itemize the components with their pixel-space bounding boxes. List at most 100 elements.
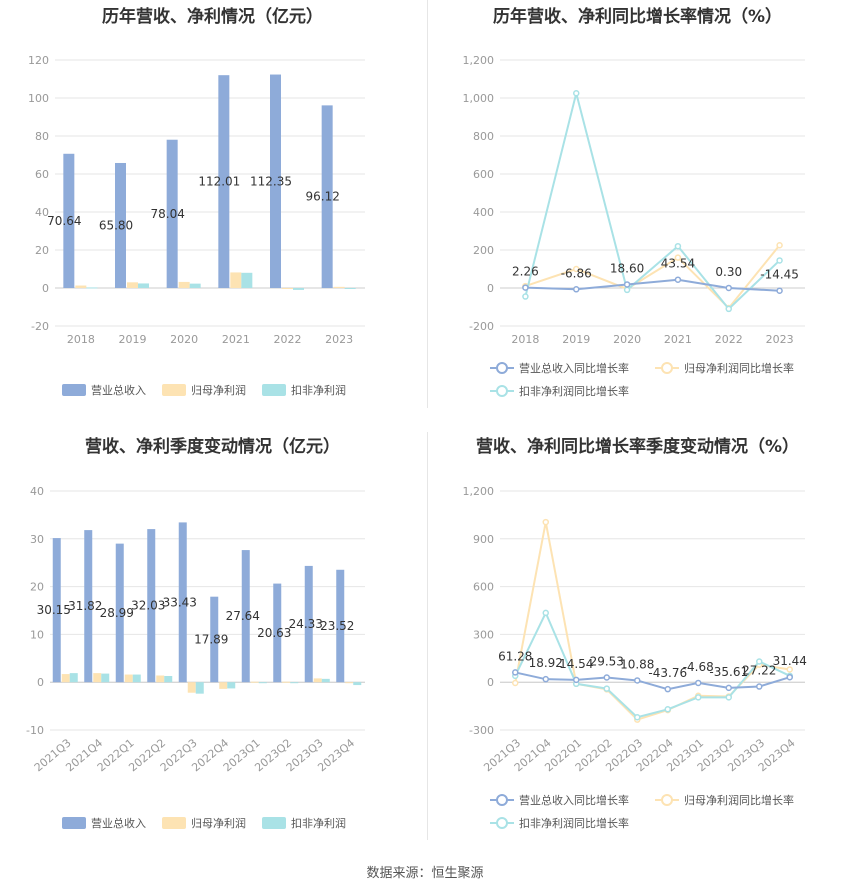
quarterly-bar-chart: -100102030402021Q32021Q42022Q12022Q22022… [26,485,365,830]
quarterly-bar-deducted [290,682,299,684]
annual-growth-series-line-1 [525,244,781,310]
quarterly-growth-value-label: -43.76 [648,666,687,680]
quarterly-growth-point [695,694,702,701]
annual-growth-legend-marker [496,385,508,397]
quarterly-growth-point [542,518,549,526]
quarterly-growth-value-label: 29.53 [590,654,624,668]
annual-growth-y-tick: 600 [473,168,494,181]
annual-growth-legend-marker [661,362,673,374]
quarterly-bar-deducted [195,682,204,694]
quarterly-y-tick: 10 [30,628,44,641]
annual-growth-value-label: -14.45 [760,268,799,282]
quarterly-growth-point [664,706,671,713]
quarterly-bar-net-profit [282,681,291,683]
quarterly-growth-point [786,666,793,673]
annual-growth-legend-label: 扣非净利润同比增长率 [519,384,629,398]
quarterly-bar-revenue [273,583,282,683]
annual-x-tick: 2023 [325,333,353,346]
annual-y-tick: 0 [42,282,49,295]
quarterly-growth-series-line-2 [514,610,791,719]
quarterly-bar-deducted [227,682,236,689]
annual-y-tick: 100 [28,92,49,105]
annual-growth-point [776,257,783,264]
quarterly-growth-y-tick: 600 [473,581,494,594]
annual-growth-value-label: 18.60 [610,261,644,275]
quarterly-growth-point [603,674,610,681]
quarterly-bar-panel: 营收、净利季度变动情况（亿元） -10 0 10 20 30 40 2021Q3 2021Q4… [0,430,425,850]
quarterly-value-label: 30.15 [37,603,71,617]
quarterly-value-label: 17.89 [194,632,228,646]
quarterly-growth-point [756,683,763,690]
annual-bar-revenue [218,75,230,288]
annual-growth-y-tick: 0 [487,282,494,295]
annual-bar-revenue [270,74,281,288]
annual-bar-deducted [293,288,304,290]
annual-growth-point [776,242,783,249]
quarterly-growth-chart: -30003006009001,2002021Q32021Q42022Q1202… [463,485,807,830]
quarterly-growth-point [542,675,549,683]
annual-value-label: 112.35 [250,174,292,188]
annual-growth-value-label: -6.86 [561,266,592,280]
quarterly-bar-revenue [52,538,61,683]
annual-growth-legend-label: 营业总收入同比增长率 [519,361,629,375]
quarterly-bar-net-profit [124,674,133,683]
quarterly-bar-deducted [353,682,362,686]
annual-y-tick: 80 [35,130,49,143]
annual-bar-revenue [321,105,333,288]
quarterly-legend-label: 营业总收入 [91,816,146,830]
annual-growth-point [623,286,631,294]
quarterly-value-label: 33.43 [163,595,197,609]
quarterly-value-label: 32.03 [131,599,165,613]
quarterly-legend-label: 归母净利润 [191,816,246,830]
annual-growth-point [674,276,682,283]
quarterly-growth-legend-marker [496,794,508,806]
quarterly-y-tick: 40 [30,485,44,498]
annual-growth-point [573,90,580,97]
annual-growth-point [725,284,732,292]
annual-growth-x-tick: 2020 [613,333,641,346]
annual-bar-net-profit [333,286,345,288]
quarterly-bar-deducted [132,674,141,683]
quarterly-growth-y-tick: -300 [469,724,494,737]
quarterly-y-tick: 0 [37,676,44,689]
quarterly-growth-legend-marker [661,794,673,806]
quarterly-legend-swatch [62,817,86,829]
quarterly-growth-value-label: 27.22 [742,664,776,678]
quarterly-bar-net-profit [313,678,322,683]
quarterly-growth-legend-label: 归母净利润同比增长率 [684,793,794,807]
divider-bottom [427,432,428,840]
quarterly-value-label: 28.99 [100,606,134,620]
quarterly-value-label: 20.63 [257,626,291,640]
annual-growth-point [522,293,529,300]
annual-growth-title: 历年营收、净利同比增长率情况（%） [492,7,783,27]
annual-growth-point [674,242,682,250]
quarterly-bar-deducted [101,673,110,683]
quarterly-bar-net-profit [187,682,196,693]
annual-bar-deducted [241,272,253,288]
quarterly-bar-revenue [84,530,93,683]
annual-bar-panel: 历年营收、净利情况（亿元） -20 0 20 40 60 80 100 120 2018 2019… [0,0,425,420]
annual-growth-value-label: 2.26 [512,265,539,279]
annual-x-tick: 2018 [67,333,95,346]
annual-growth-y-tick: 1,000 [463,92,495,105]
annual-bar-net-profit [75,285,87,288]
quarterly-growth-series-line-1 [514,521,790,721]
annual-growth-x-tick: 2021 [664,333,692,346]
quarterly-bar-deducted [258,682,267,684]
annual-x-tick: 2021 [222,333,250,346]
quarterly-growth-point [512,679,519,687]
divider-top [427,0,428,408]
annual-growth-value-label: 43.54 [661,257,695,271]
annual-x-tick: 2020 [170,333,198,346]
annual-value-label: 78.04 [150,207,184,221]
quarterly-growth-legend-label: 扣非净利润同比增长率 [519,816,629,830]
quarterly-growth-point [634,714,641,721]
quarterly-legend-swatch [262,817,286,829]
annual-growth-value-label: 0.30 [715,265,742,279]
annual-growth-legend-marker [496,362,508,374]
quarterly-growth-point [634,677,641,684]
annual-y-tick: 60 [35,168,49,181]
quarterly-y-tick: -10 [26,724,44,737]
annual-growth-y-tick: 400 [473,206,494,219]
quarterly-bar-revenue [147,529,156,683]
